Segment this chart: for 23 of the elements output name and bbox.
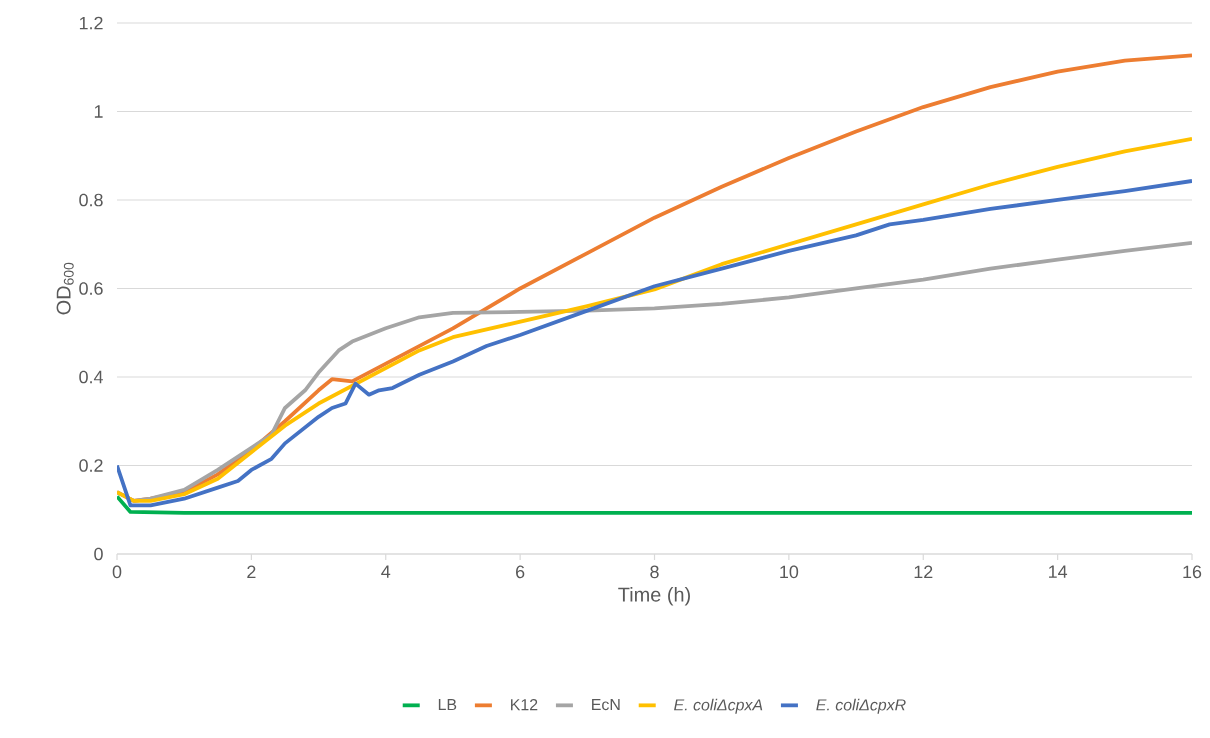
y-tick-label: 0.2	[79, 459, 103, 472]
x-tick-label: 4	[381, 565, 391, 578]
y-tick-label: 1	[94, 105, 103, 118]
y-tick-label: 1.2	[79, 16, 103, 30]
y-tick-label: 0.6	[79, 282, 103, 295]
x-tick-label: 6	[516, 565, 525, 579]
legend-label: E. coliΔcpxR	[816, 698, 906, 714]
x-axis-title: Time (h)	[618, 587, 690, 606]
y-tick-label: 0.4	[79, 370, 103, 384]
x-tick-label: 2	[247, 565, 256, 579]
legend-label: E. coliΔcpxA	[674, 698, 763, 714]
y-axis-title: OD$_{600}$	[56, 262, 74, 315]
legend-label: EcN	[592, 699, 620, 711]
x-tick-label: 10	[780, 565, 799, 579]
x-tick-label: 16	[1183, 565, 1202, 579]
x-tick-label: 12	[914, 565, 933, 579]
legend-label: K12	[511, 699, 538, 711]
x-tick-label: 0	[112, 565, 122, 579]
x-tick-label: 8	[650, 565, 659, 579]
y-tick-label: 0	[94, 547, 103, 561]
y-tick-label: 0.8	[79, 193, 103, 207]
x-tick-label: 14	[1049, 565, 1068, 578]
legend-label: LB	[438, 699, 457, 711]
